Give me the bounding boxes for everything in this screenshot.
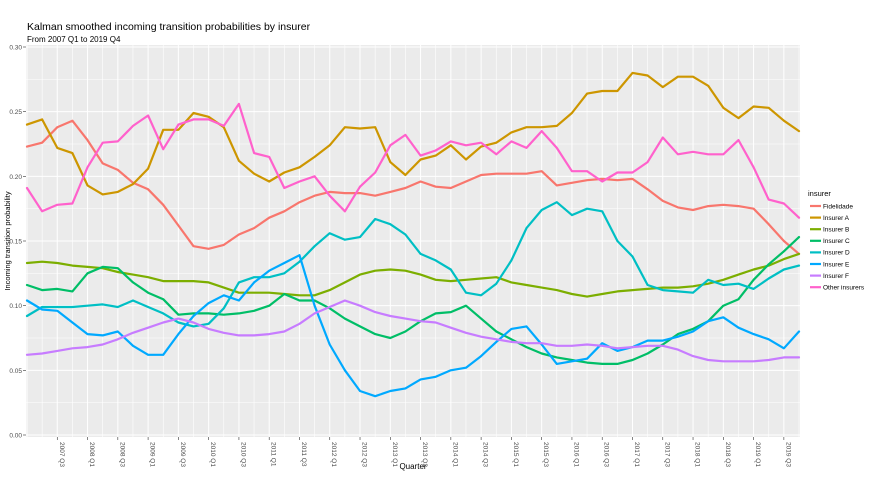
legend-label: Fidelidade [823, 203, 853, 210]
y-tick-label: 0.00 [9, 433, 22, 440]
x-axis: 2007 Q3 2008 Q1 2008 Q3 2009 Q1 2009 Q3 2010 … [56, 437, 791, 467]
legend-label: Insurer F [823, 273, 849, 280]
y-tick-label: 0.20 [9, 174, 22, 181]
series-line-insurer-b [25, 252, 801, 298]
legend-label: Insurer C [823, 238, 850, 245]
y-tick-label: 0.15 [9, 239, 22, 246]
x-tick-label: 2009 Q3 [179, 442, 186, 467]
series-lines [25, 71, 801, 398]
legend-label: Insurer A [823, 215, 850, 222]
x-tick-label: 2011 Q1 [270, 442, 277, 467]
x-tick-label: 2016 Q1 [572, 442, 579, 467]
x-tick-label: 2017 Q1 [633, 442, 640, 467]
x-tick-label: 2008 Q1 [88, 442, 95, 467]
y-axis: 0.00 0.05 0.10 0.15 0.20 0.25 0.30 [9, 45, 26, 440]
x-tick-label: 2012 Q3 [361, 442, 368, 467]
x-tick-label: 2013 Q1 [391, 442, 398, 467]
y-axis-label: Incoming transition probability [3, 191, 12, 290]
y-tick-label: 0.25 [9, 109, 22, 116]
series-line-other-insurers [25, 102, 801, 219]
x-axis-label: Quarter [399, 462, 426, 471]
y-tick-label: 0.05 [9, 368, 22, 375]
x-tick-label: 2009 Q1 [149, 442, 156, 467]
series-line-insurer-f [25, 299, 801, 363]
legend-label: Insurer B [823, 227, 849, 234]
x-tick-label: 2019 Q1 [754, 442, 761, 467]
legend-label: Other insurers [823, 285, 865, 292]
legend-title: insurer [808, 189, 831, 198]
x-tick-label: 2017 Q3 [663, 442, 670, 467]
legend-label: Insurer E [823, 261, 850, 268]
legend-label: Insurer D [823, 250, 850, 257]
x-tick-label: 2018 Q3 [724, 442, 731, 467]
series-line-insurer-d [25, 201, 801, 328]
series-line-insurer-a [25, 71, 801, 196]
x-tick-label: 2016 Q3 [603, 442, 610, 467]
x-tick-label: 2010 Q1 [209, 442, 216, 467]
chart-title: Kalman smoothed incoming transition prob… [27, 21, 311, 33]
x-tick-label: 2011 Q3 [300, 442, 307, 467]
x-tick-label: 2015 Q3 [542, 442, 549, 467]
x-tick-label: 2015 Q1 [512, 442, 519, 467]
series-line-insurer-e [25, 254, 801, 398]
x-tick-label: 2018 Q1 [694, 442, 701, 467]
x-tick-label: 2007 Q3 [58, 442, 65, 467]
x-tick-label: 2014 Q1 [451, 442, 458, 467]
x-tick-label: 2013 Q3 [421, 442, 428, 467]
x-tick-label: 2012 Q1 [330, 442, 337, 467]
x-tick-label: 2010 Q3 [239, 442, 246, 467]
legend: insurer Fidelidade Insurer A Insurer B Insu… [808, 189, 865, 292]
series-line-fidelidade [25, 119, 801, 255]
x-tick-label: 2019 Q3 [784, 442, 791, 467]
y-tick-label: 0.10 [9, 303, 22, 310]
x-tick-label: 2008 Q3 [118, 442, 125, 467]
chart-subtitle: From 2007 Q1 to 2019 Q4 [27, 35, 121, 44]
y-tick-label: 0.30 [9, 45, 22, 52]
x-tick-label: 2014 Q3 [482, 442, 489, 467]
